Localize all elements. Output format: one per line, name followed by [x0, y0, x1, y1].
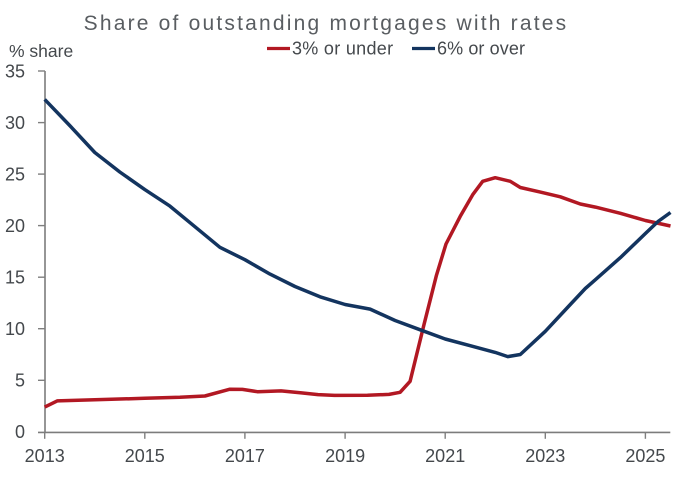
svg-text:20: 20: [5, 216, 25, 236]
svg-text:2021: 2021: [425, 446, 465, 466]
svg-text:3% or under: 3% or under: [292, 39, 393, 59]
svg-text:6% or over: 6% or over: [437, 39, 525, 59]
svg-text:2023: 2023: [525, 446, 565, 466]
svg-text:% share: % share: [9, 41, 73, 61]
svg-text:35: 35: [5, 61, 25, 81]
svg-text:15: 15: [5, 268, 25, 288]
svg-text:5: 5: [15, 371, 25, 391]
svg-text:Share of outstanding mortgages: Share of outstanding mortgages with rate…: [84, 12, 569, 35]
svg-text:10: 10: [5, 319, 25, 339]
svg-text:2019: 2019: [325, 446, 365, 466]
svg-text:2025: 2025: [625, 446, 665, 466]
svg-text:2015: 2015: [125, 446, 165, 466]
svg-text:2017: 2017: [225, 446, 265, 466]
svg-text:2013: 2013: [25, 446, 65, 466]
svg-text:0: 0: [15, 422, 25, 442]
svg-text:30: 30: [5, 113, 25, 133]
svg-text:25: 25: [5, 164, 25, 184]
